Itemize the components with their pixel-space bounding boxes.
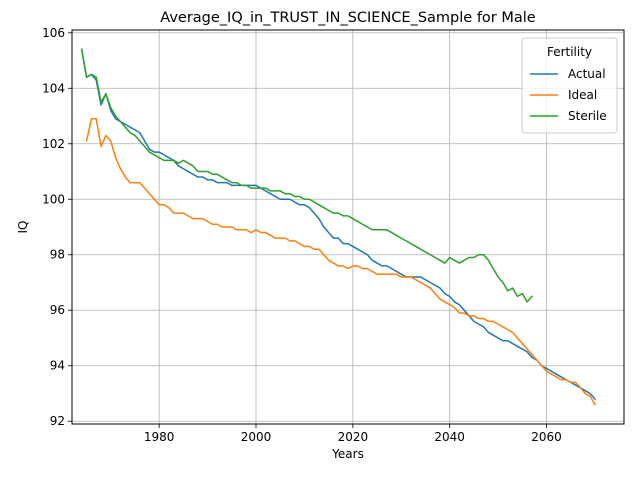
x-tick-label: 2060 <box>531 430 562 444</box>
legend-label-actual: Actual <box>568 67 606 81</box>
y-tick-label: 98 <box>50 248 65 262</box>
y-tick-label: 100 <box>42 192 65 206</box>
legend: Fertility Actual Ideal Sterile <box>522 38 617 133</box>
x-tick-label: 1980 <box>144 430 175 444</box>
y-tick-label: 96 <box>50 303 65 317</box>
legend-label-sterile: Sterile <box>568 109 607 123</box>
y-tick-label: 94 <box>50 359 65 373</box>
y-tick-label: 104 <box>42 81 65 95</box>
legend-title: Fertility <box>547 45 592 59</box>
legend-label-ideal: Ideal <box>568 88 597 102</box>
x-tick-label: 2000 <box>241 430 272 444</box>
chart-title: Average_IQ_in_TRUST_IN_SCIENCE_Sample fo… <box>160 10 536 26</box>
x-tick-label: 2020 <box>338 430 369 444</box>
x-axis-label: Years <box>331 447 364 461</box>
y-axis-label: IQ <box>16 221 30 234</box>
x-tick-label: 2040 <box>434 430 465 444</box>
y-tick-label: 106 <box>42 26 65 40</box>
y-tick-label: 102 <box>42 137 65 151</box>
y-tick-label: 92 <box>50 414 65 428</box>
